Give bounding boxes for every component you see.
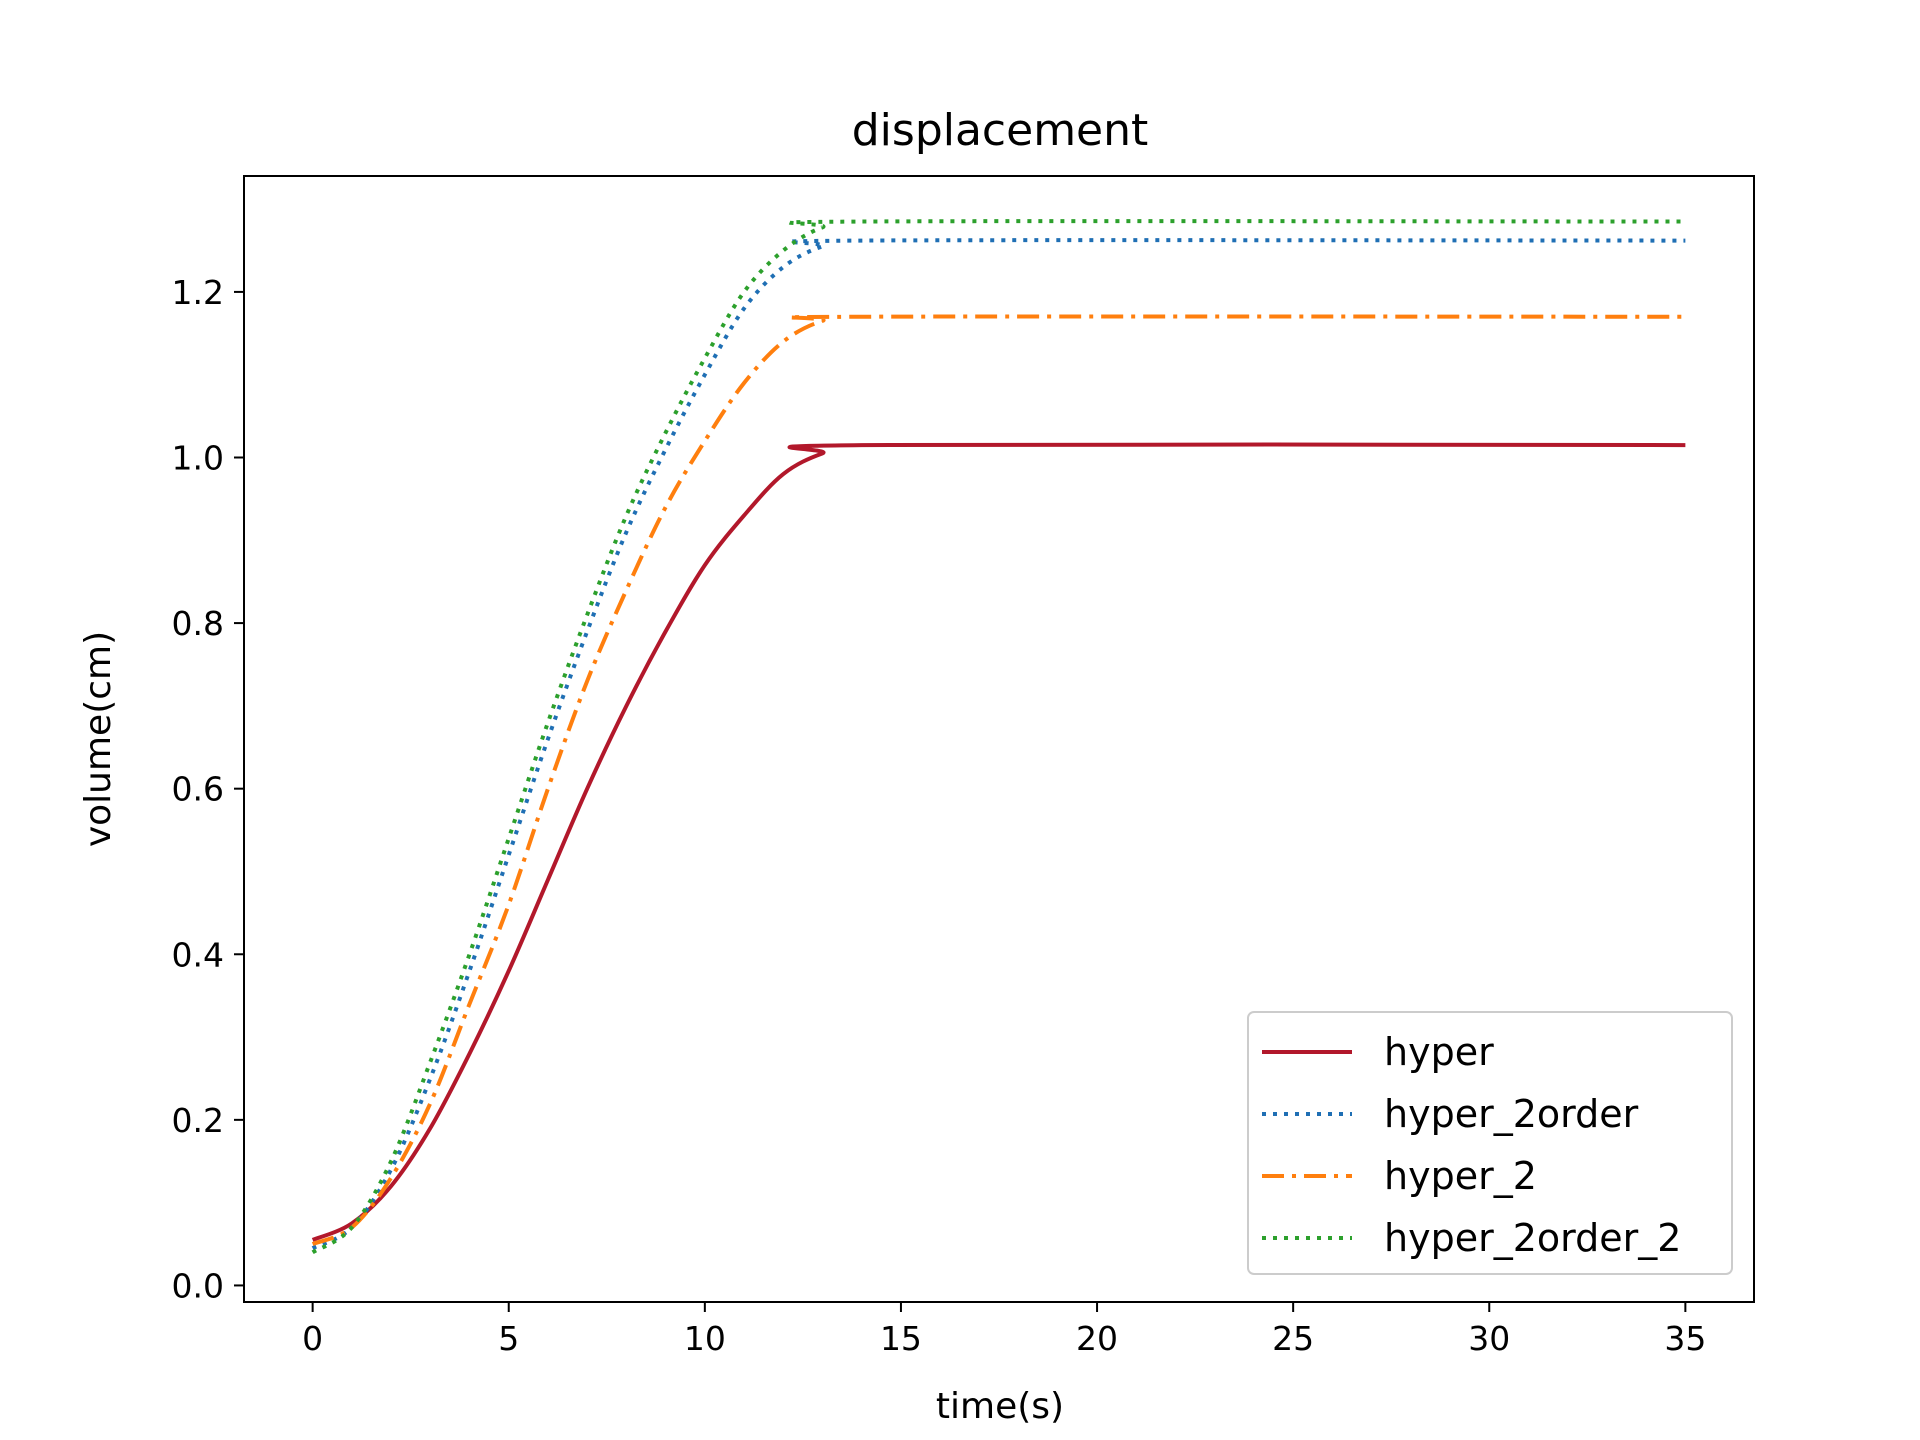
y-tick-label: 0.6 (172, 770, 224, 809)
plot-frame (243, 175, 1755, 1303)
x-tick-label: 10 (684, 1319, 726, 1358)
y-axis: 0.0 0.2 0.4 0.6 0.8 1.0 1.2 (172, 273, 244, 1305)
x-tick-label: 30 (1468, 1319, 1510, 1358)
y-tick-label: 1.0 (172, 439, 224, 478)
series-line-hyper (311, 442, 1686, 1242)
x-tick-label: 15 (880, 1319, 922, 1358)
x-tick-label: 0 (302, 1319, 323, 1358)
x-axis: 0 5 10 15 20 25 30 35 (302, 1302, 1706, 1358)
chart-title: displacement (852, 105, 1149, 156)
legend-label-hyper-2order: hyper_2order (1384, 1092, 1639, 1136)
legend-frame (1247, 1011, 1733, 1275)
x-tick-label: 20 (1076, 1319, 1118, 1358)
x-axis-label: time(s) (936, 1386, 1064, 1427)
series-layer (311, 219, 1686, 1255)
x-tick-label: 5 (498, 1319, 519, 1358)
y-tick-label: 0.0 (172, 1266, 224, 1305)
y-tick-label: 0.2 (172, 1101, 224, 1140)
y-axis-label: volume(cm) (78, 631, 119, 847)
y-tick-label: 1.2 (172, 273, 224, 312)
legend: hyper hyper_2order hyper_2 hyper_2order_2 (1247, 1011, 1733, 1275)
legend-label-hyper: hyper (1384, 1030, 1494, 1074)
legend-label-hyper-2order-2: hyper_2order_2 (1384, 1216, 1681, 1260)
legend-label-hyper-2: hyper_2 (1384, 1154, 1537, 1198)
series-line-hyper-2 (311, 314, 1686, 1246)
x-tick-label: 25 (1272, 1319, 1314, 1358)
y-tick-label: 0.4 (172, 935, 224, 974)
x-tick-label: 35 (1664, 1319, 1706, 1358)
plot-area (243, 175, 1755, 1303)
y-tick-label: 0.8 (172, 604, 224, 643)
